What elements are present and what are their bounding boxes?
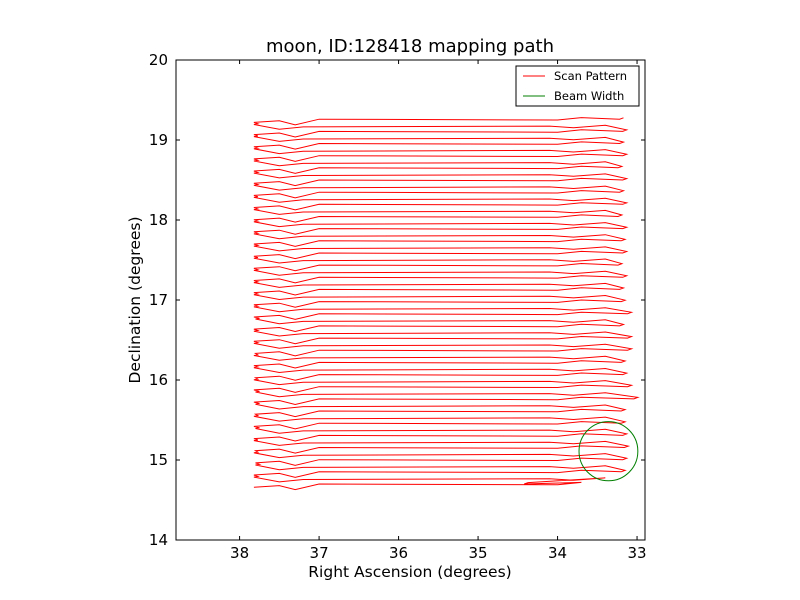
legend-box bbox=[515, 65, 640, 107]
chart-title: moon, ID:128418 mapping path bbox=[266, 36, 554, 57]
x-tick-label: 34 bbox=[548, 544, 567, 562]
y-tick-label: 18 bbox=[149, 211, 168, 229]
y-tick-label: 15 bbox=[149, 451, 168, 469]
x-tick-label: 35 bbox=[469, 544, 488, 562]
x-tick-label: 38 bbox=[230, 544, 249, 562]
y-axis-label: Declination (degrees) bbox=[126, 216, 144, 383]
scan-pattern-line bbox=[253, 117, 640, 491]
y-tick-label: 16 bbox=[149, 371, 168, 389]
x-axis: 38 37 36 35 34 33 bbox=[230, 60, 647, 562]
y-axis: 14 15 16 17 18 19 20 bbox=[149, 51, 645, 549]
x-tick-label: 37 bbox=[310, 544, 329, 562]
y-tick-label: 19 bbox=[149, 131, 168, 149]
x-tick-label: 36 bbox=[389, 544, 408, 562]
x-tick-label: 33 bbox=[628, 544, 647, 562]
series-layer bbox=[253, 117, 640, 491]
legend: Scan Pattern Beam Width bbox=[515, 65, 640, 107]
legend-label-scan-pattern: Scan Pattern bbox=[554, 69, 627, 83]
y-tick-label: 14 bbox=[149, 531, 168, 549]
x-axis-label: Right Ascension (degrees) bbox=[308, 563, 511, 581]
legend-label-beam-width: Beam Width bbox=[554, 89, 624, 103]
beam-width-circle bbox=[578, 421, 639, 482]
y-tick-label: 17 bbox=[149, 291, 168, 309]
y-tick-label: 20 bbox=[149, 51, 168, 69]
